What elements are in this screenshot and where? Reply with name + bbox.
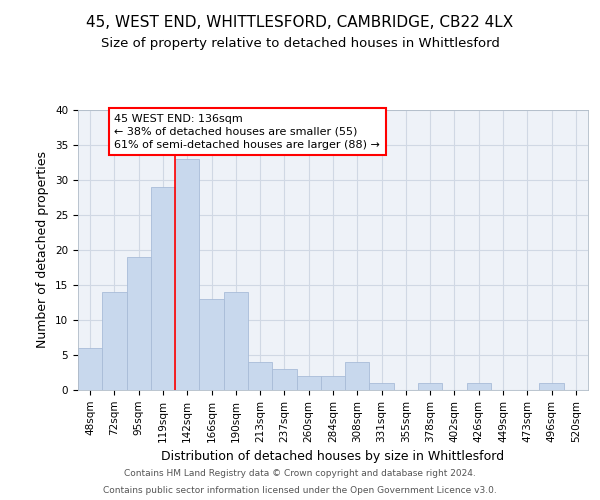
Bar <box>321 376 345 390</box>
Bar <box>370 383 394 390</box>
Bar <box>127 257 151 390</box>
Bar <box>345 362 370 390</box>
Text: 45, WEST END, WHITTLESFORD, CAMBRIDGE, CB22 4LX: 45, WEST END, WHITTLESFORD, CAMBRIDGE, C… <box>86 15 514 30</box>
Bar <box>78 348 102 390</box>
Bar <box>296 376 321 390</box>
Bar <box>272 369 296 390</box>
Y-axis label: Number of detached properties: Number of detached properties <box>37 152 49 348</box>
Bar <box>224 292 248 390</box>
X-axis label: Distribution of detached houses by size in Whittlesford: Distribution of detached houses by size … <box>161 450 505 463</box>
Bar <box>175 159 199 390</box>
Bar <box>199 299 224 390</box>
Text: 45 WEST END: 136sqm
← 38% of detached houses are smaller (55)
61% of semi-detach: 45 WEST END: 136sqm ← 38% of detached ho… <box>115 114 380 150</box>
Bar <box>248 362 272 390</box>
Bar <box>539 383 564 390</box>
Bar <box>102 292 127 390</box>
Text: Contains HM Land Registry data © Crown copyright and database right 2024.: Contains HM Land Registry data © Crown c… <box>124 468 476 477</box>
Text: Size of property relative to detached houses in Whittlesford: Size of property relative to detached ho… <box>101 38 499 51</box>
Text: Contains public sector information licensed under the Open Government Licence v3: Contains public sector information licen… <box>103 486 497 495</box>
Bar <box>151 187 175 390</box>
Bar <box>418 383 442 390</box>
Bar <box>467 383 491 390</box>
